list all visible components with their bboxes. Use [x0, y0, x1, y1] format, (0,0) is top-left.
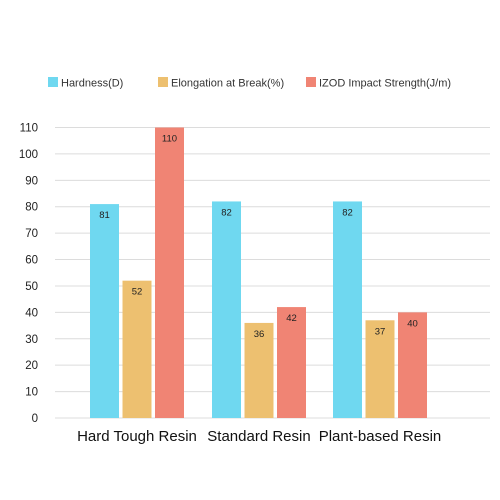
data-label-2-0: 82	[342, 207, 353, 218]
y-tick-label-50: 50	[25, 281, 38, 293]
bar-2-0	[333, 201, 362, 418]
legend-label-2: IZOD Impact Strength(J/m)	[319, 78, 451, 90]
bar-0-1	[122, 280, 152, 418]
bar-1-1	[244, 322, 274, 418]
x-tick-label-1: Standard Resin	[207, 428, 310, 445]
y-tick-label-10: 10	[25, 387, 38, 399]
y-tick-label-110: 110	[20, 123, 38, 135]
y-tick-label-70: 70	[25, 228, 38, 240]
y-tick-label-80: 80	[25, 202, 38, 214]
data-label-0-2: 110	[162, 134, 177, 145]
bar-2-2	[398, 312, 427, 418]
y-tick-label-20: 20	[25, 360, 38, 372]
legend-swatch-2	[306, 77, 316, 87]
legend-swatch-0	[48, 77, 58, 87]
data-label-0-1: 52	[132, 287, 143, 298]
bar-0-2	[155, 127, 184, 418]
bars: 81 52 110 82 36 42 82 37 40	[90, 127, 427, 418]
data-label-1-2: 42	[286, 313, 297, 324]
legend-label-1: Elongation at Break(%)	[171, 78, 284, 90]
y-tick-label-60: 60	[25, 255, 38, 267]
data-label-1-1: 36	[254, 329, 265, 340]
y-axis: 0 10 20 30 40 50 60 70 80 90 100 110	[19, 123, 38, 426]
data-label-2-2: 40	[407, 318, 418, 329]
x-tick-label-0: Hard Tough Resin	[77, 428, 197, 445]
y-tick-label-40: 40	[25, 307, 38, 319]
data-label-0-0: 81	[99, 210, 110, 221]
legend-label-0: Hardness(D)	[61, 78, 123, 90]
y-tick-label-0: 0	[32, 413, 38, 425]
x-tick-label-2: Plant-based Resin	[319, 428, 442, 445]
y-tick-label-90: 90	[25, 175, 38, 187]
bar-1-0	[212, 201, 241, 418]
y-tick-label-30: 30	[25, 334, 38, 346]
data-label-2-1: 37	[375, 326, 386, 337]
x-axis: Hard Tough Resin Standard Resin Plant-base…	[77, 428, 441, 445]
data-label-1-0: 82	[221, 207, 232, 218]
bar-2-1	[365, 320, 395, 418]
y-tick-label-100: 100	[19, 149, 38, 161]
legend-swatch-1	[158, 77, 168, 87]
bar-0-0	[90, 204, 119, 418]
bar-1-2	[277, 307, 306, 418]
chart-legend: Hardness(D) Elongation at Break(%) IZOD Im…	[48, 77, 451, 90]
